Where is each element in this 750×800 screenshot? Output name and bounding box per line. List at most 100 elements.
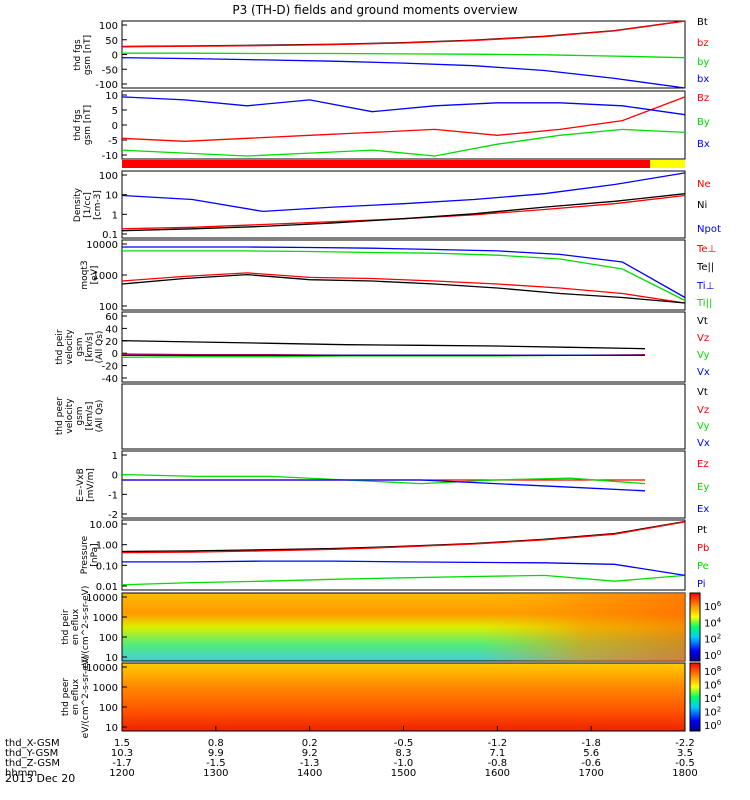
legend-bx: bx bbox=[697, 74, 709, 85]
xaxis-tick-hhmm: 1500 bbox=[391, 768, 416, 779]
panel-10-ylabel: eV/(cm^2-s-sr-eV) bbox=[81, 656, 91, 739]
series-npot-line bbox=[121, 172, 686, 213]
panel-5-ytick: 60 bbox=[105, 312, 118, 323]
panel-4-ytick: 1000 bbox=[93, 271, 118, 282]
panel-7-ylabel: [mV/m] bbox=[86, 468, 96, 502]
panel-7-ytick: 0 bbox=[112, 471, 118, 482]
panel-3-frame bbox=[121, 170, 686, 239]
legend-by: by bbox=[697, 57, 709, 68]
panel-6-ylabel: (All Qs) bbox=[95, 400, 105, 433]
panel-8-ytick: 0.01 bbox=[96, 582, 118, 593]
panel-9-ytick: 10000 bbox=[86, 593, 118, 604]
panel-3-ytick: 1 bbox=[112, 210, 118, 221]
panel-1-ytick: 0 bbox=[112, 51, 118, 62]
panel-4-ylabel: [eV] bbox=[90, 266, 100, 285]
panel-2-ytick: 0 bbox=[112, 121, 118, 132]
series-ti-line bbox=[122, 250, 686, 302]
xaxis-tick-x: -0.5 bbox=[394, 738, 414, 749]
series-pe-line bbox=[121, 574, 686, 586]
panel-7-ylabel: E=-VxB bbox=[76, 468, 86, 502]
xaxis-tick-z: -0.8 bbox=[488, 758, 508, 769]
panel-9-ytick: 10 bbox=[105, 653, 118, 664]
xaxis-tick-y: 9.2 bbox=[302, 748, 318, 759]
panel-7-ytick: 1 bbox=[112, 451, 118, 462]
xaxis-tick-z: -1.3 bbox=[300, 758, 320, 769]
panel-8-ylabel: Pressure bbox=[80, 535, 90, 574]
series-ex-line bbox=[122, 479, 646, 492]
series-ey-line bbox=[121, 473, 646, 485]
panel-2-ylabel: gsm [nT] bbox=[83, 105, 93, 145]
panel-10-ylabel: thd peer bbox=[61, 678, 71, 717]
panel-7-frame bbox=[121, 450, 686, 519]
legend-bz: Bz bbox=[697, 93, 709, 104]
colorbar-2-tick: 104 bbox=[704, 692, 722, 705]
colorbar-electron bbox=[689, 662, 701, 732]
panel-1-ytick: -100 bbox=[95, 80, 118, 91]
legend-bx: Bx bbox=[697, 139, 710, 150]
xaxis-tick-hhmm: 1800 bbox=[672, 768, 697, 779]
panel-5-ytick: 0 bbox=[112, 349, 118, 360]
legend-pe: Pe bbox=[697, 561, 709, 572]
series-bz-line bbox=[121, 20, 686, 48]
legend-vt: Vt bbox=[697, 387, 708, 398]
legend-ez: Ez bbox=[697, 459, 709, 470]
panel-3-ytick: 100 bbox=[99, 171, 118, 182]
colorbar-2-tick: 108 bbox=[704, 665, 721, 678]
panel-5-ylabel: [km/s] bbox=[85, 333, 95, 362]
xaxis-tick-x: -1.2 bbox=[488, 738, 508, 749]
panel-1-ytick: 100 bbox=[99, 21, 118, 32]
xaxis-tick-x: 1.5 bbox=[114, 738, 130, 749]
date-label: 2013 Dec 20 bbox=[5, 772, 75, 785]
series-te-line bbox=[121, 273, 686, 304]
xaxis-row-label: thd_Z-GSM bbox=[5, 758, 60, 769]
legend-ne: Ne bbox=[697, 179, 711, 190]
panel-5-ylabel: (All Qs) bbox=[95, 331, 105, 364]
panel-6-ylabel: velocity bbox=[65, 398, 75, 434]
colorbar-2-tick: 106 bbox=[704, 679, 722, 692]
panel-8-frame bbox=[121, 519, 686, 591]
series-bx-line bbox=[121, 57, 686, 89]
panel-7-ytick: -2 bbox=[108, 510, 118, 521]
legend-bt: Bt bbox=[697, 17, 708, 28]
xaxis-row-label: thd_X-GSM bbox=[5, 738, 60, 749]
panel-1-ylabel: gsm [nT] bbox=[83, 35, 93, 75]
xaxis-tick-x: 0.8 bbox=[208, 738, 224, 749]
panel-10-ytick: 1000 bbox=[93, 683, 118, 694]
panel-8-ytick: 10.00 bbox=[89, 520, 118, 531]
panel-3-ylabel: [1/cc] bbox=[83, 192, 93, 218]
xaxis-tick-x: -1.8 bbox=[581, 738, 601, 749]
colorbar-ion bbox=[689, 592, 701, 662]
panel-3-ylabel: Density bbox=[73, 187, 83, 222]
panel-5-ytick: -40 bbox=[102, 374, 118, 385]
xaxis-tick-z: -1.7 bbox=[112, 758, 132, 769]
series-ti-line bbox=[122, 246, 686, 299]
legend-vx: Vx bbox=[697, 367, 710, 378]
xaxis-tick-z: -0.6 bbox=[581, 758, 601, 769]
xaxis-row-label: thd_Y-GSM bbox=[5, 748, 58, 759]
panel-10-ytick: 10 bbox=[105, 723, 118, 734]
series-bz-line bbox=[121, 96, 686, 142]
panel-5-frame bbox=[121, 311, 686, 383]
series-te-line bbox=[121, 272, 686, 304]
panel-7-ytick: -1 bbox=[108, 490, 118, 501]
colorbar-1-tick: 104 bbox=[704, 616, 722, 629]
panel-6-frame bbox=[121, 383, 686, 450]
panel-5-ylabel: gsm bbox=[75, 337, 85, 356]
xaxis-tick-hhmm: 1400 bbox=[297, 768, 322, 779]
panel-1-ytick: 50 bbox=[105, 36, 118, 47]
panel-5-ylabel: thd peir bbox=[55, 329, 65, 365]
legend-pt: Pt bbox=[697, 525, 707, 536]
legend-npot: Npot bbox=[697, 224, 721, 235]
panel-6-ylabel: gsm bbox=[75, 406, 85, 425]
legend-pi: Pi bbox=[697, 579, 706, 590]
panel-9-ylabel: en eflux bbox=[71, 608, 81, 645]
panel-5-ylabel: velocity bbox=[65, 329, 75, 365]
xaxis-tick-z: -0.5 bbox=[675, 758, 695, 769]
xaxis-tick-y: 7.1 bbox=[489, 748, 505, 759]
colorbar-1-tick: 100 bbox=[704, 649, 721, 662]
series-vt-line bbox=[121, 340, 646, 350]
panel-9-ytick: 100 bbox=[99, 633, 118, 644]
series-ne-line bbox=[121, 194, 686, 230]
series-by-line bbox=[122, 52, 686, 59]
